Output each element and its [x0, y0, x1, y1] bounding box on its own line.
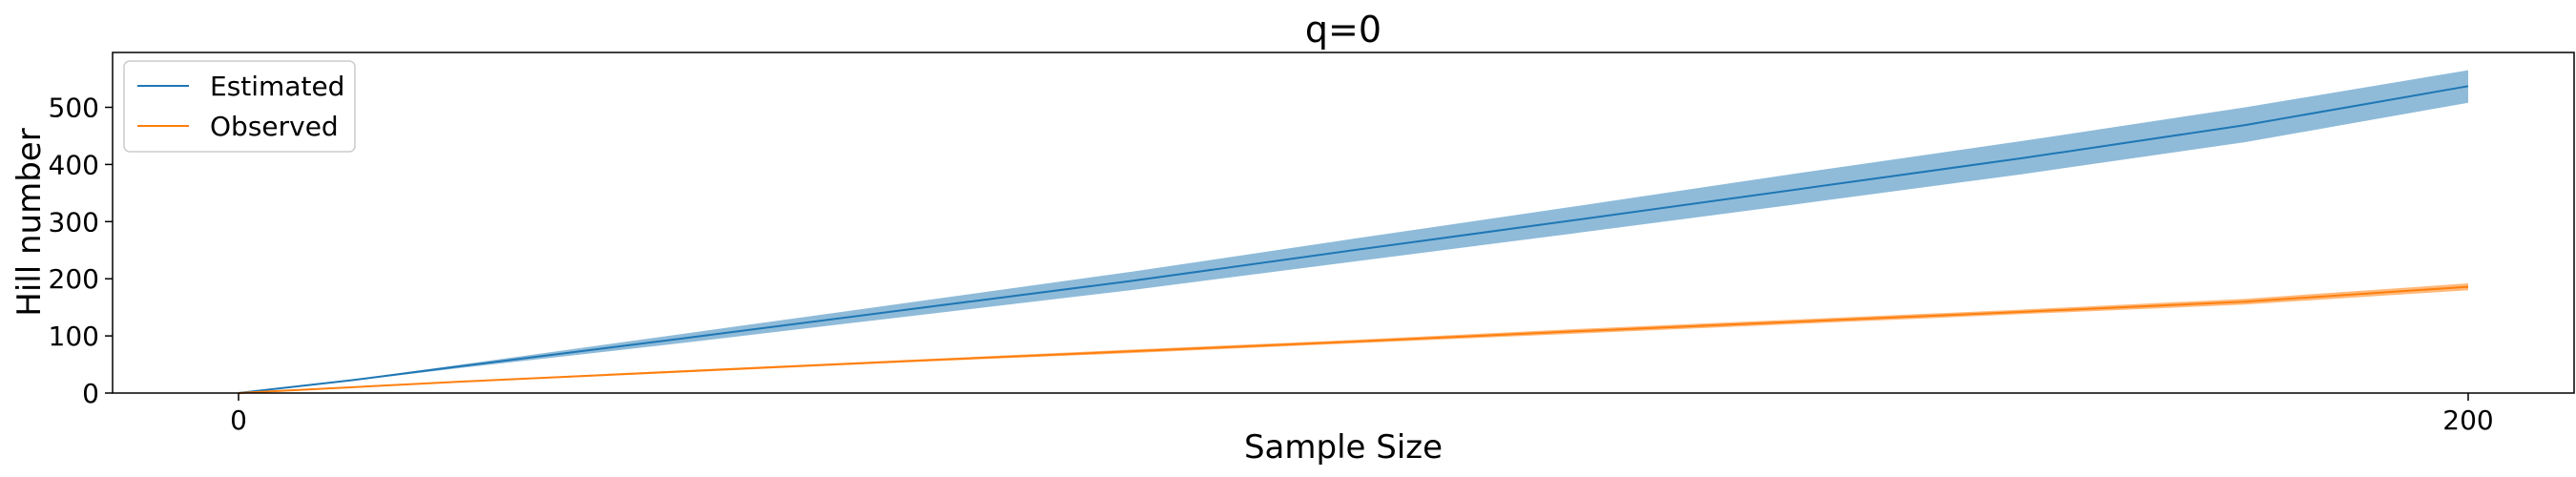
estimated-confidence-band — [239, 70, 2468, 393]
chart-title: q=0 — [1305, 9, 1381, 51]
y-tick-label: 0 — [82, 378, 99, 409]
legend: Estimated Observed — [123, 60, 356, 153]
y-tick-label: 100 — [49, 321, 99, 352]
y-tick-label: 500 — [49, 93, 99, 124]
y-tick-label: 200 — [49, 263, 99, 295]
y-tick-label: 300 — [49, 206, 99, 238]
y-axis-label: Hill number — [10, 128, 49, 316]
x-tick-label: 200 — [2442, 404, 2493, 436]
legend-frame — [123, 60, 356, 153]
plot-frame — [112, 52, 2575, 394]
y-tick-label: 400 — [49, 149, 99, 180]
series-lines — [238, 85, 2469, 394]
x-tick-label: 0 — [230, 404, 247, 436]
legend-label-observed: Observed — [210, 111, 339, 142]
x-axis-label: Sample Size — [1244, 428, 1443, 467]
x-axis: 0 200 — [230, 393, 2494, 436]
y-axis: 0 100 200 300 400 500 — [49, 93, 113, 409]
observed-line — [238, 285, 2469, 394]
confidence-bands — [239, 70, 2468, 393]
estimated-line — [238, 85, 2469, 394]
legend-label-estimated: Estimated — [210, 71, 344, 102]
